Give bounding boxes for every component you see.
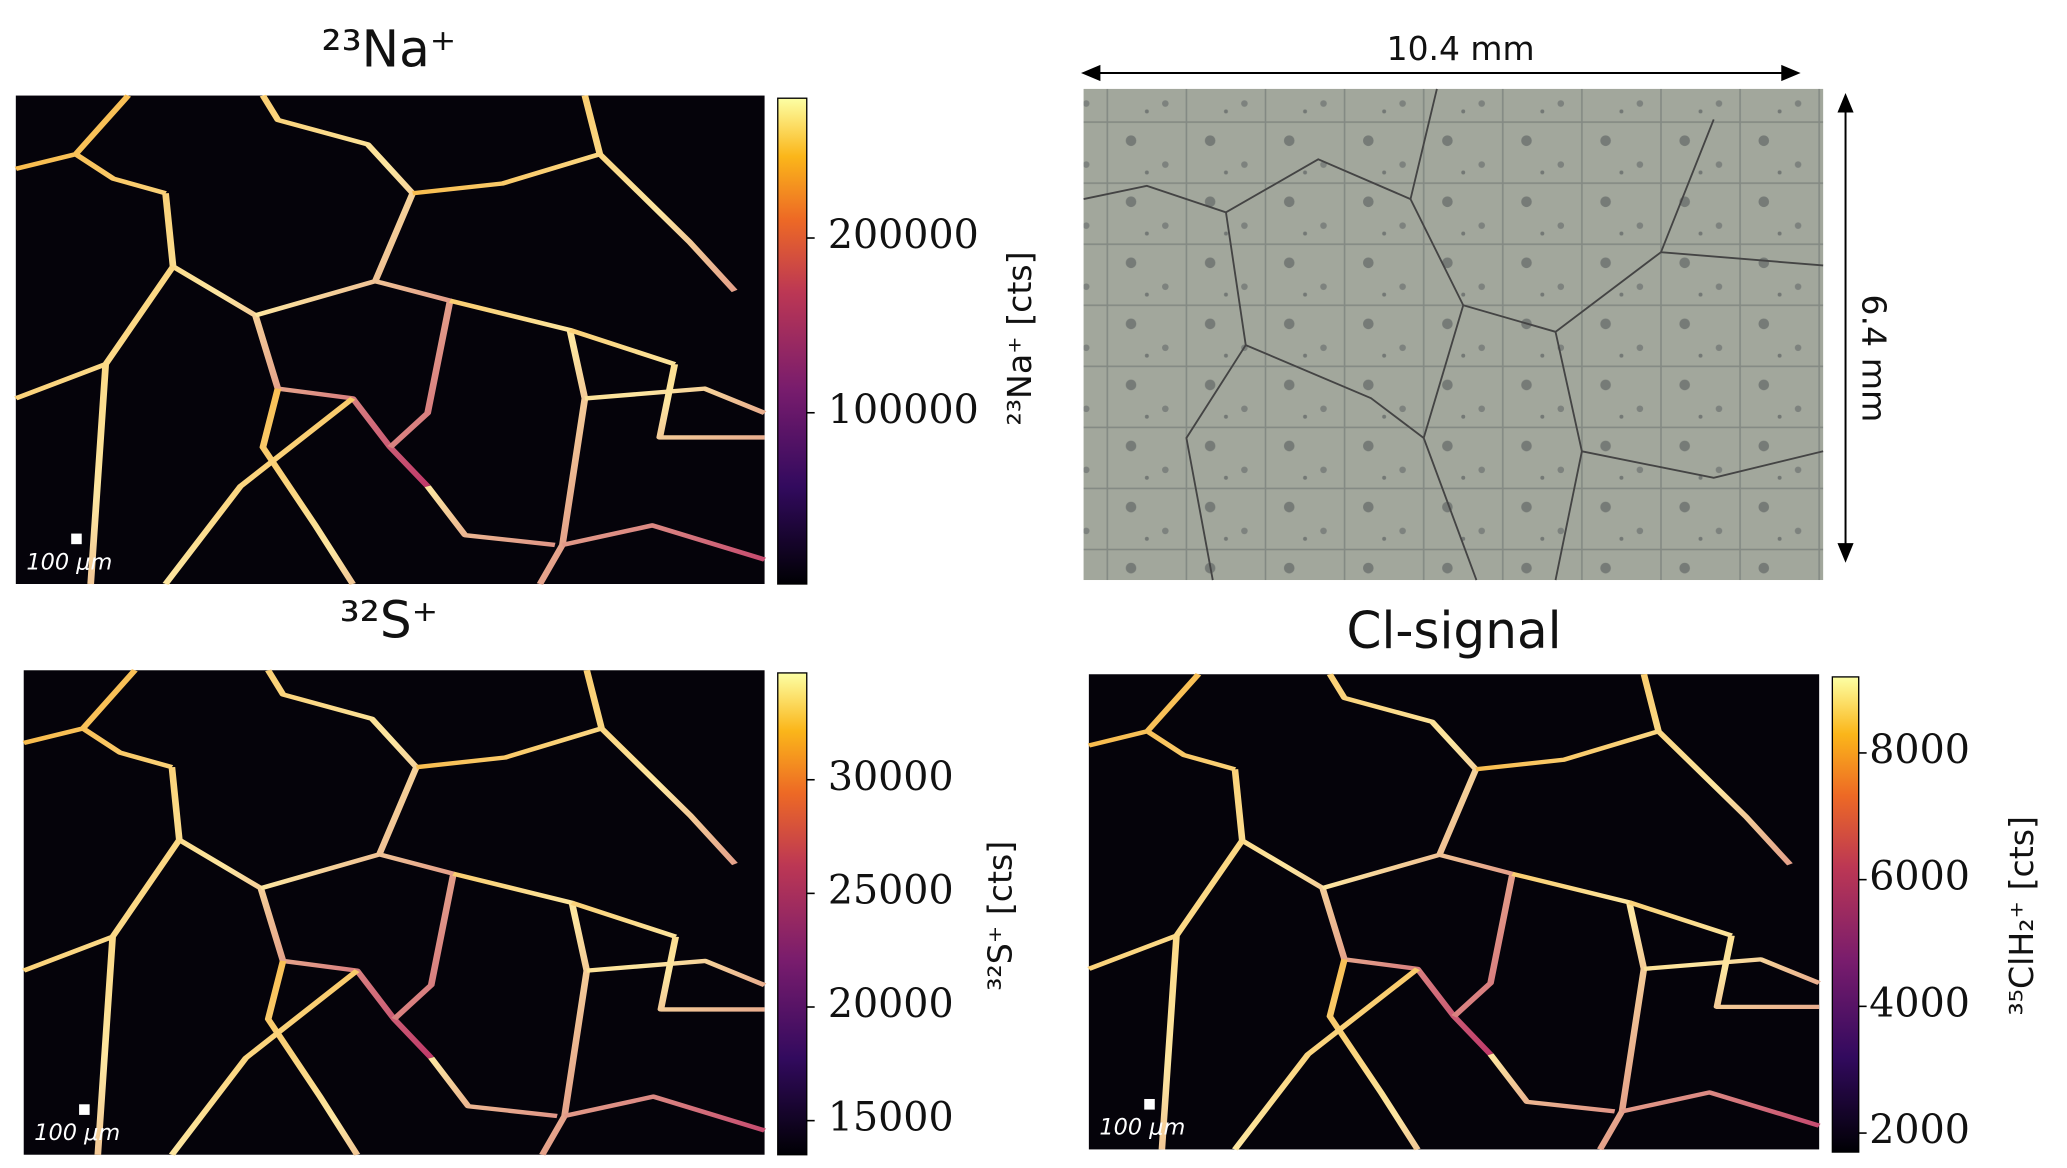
micrograph <box>1083 88 1824 581</box>
panel-title: Cl-signal <box>1346 601 1561 660</box>
colorbar <box>777 672 808 1156</box>
colorbar <box>777 97 808 585</box>
colorbar-label: ³⁵ClH₂⁺ [cts] <box>2002 816 2041 1016</box>
scale-bar <box>1144 1098 1155 1110</box>
scale-bar <box>71 533 82 545</box>
panel-title: ²³Na⁺ <box>322 19 457 78</box>
heatmap-image <box>15 95 765 585</box>
dimension-arrows <box>1081 64 1854 563</box>
colorbar-tick-label: 100000 <box>828 387 979 433</box>
heatmap-image <box>23 670 765 1155</box>
colorbar-tick-label: 25000 <box>828 867 954 913</box>
scale-bar-label: 100 μm <box>26 549 112 575</box>
height-label: 6.4 mm <box>1854 294 1893 422</box>
micrograph-cell-walls <box>1083 88 1824 581</box>
colorbar-label: ²³Na⁺ [cts] <box>1000 251 1039 425</box>
scale-bar-label: 100 μm <box>1099 1115 1185 1141</box>
colorbar-tick-label: 2000 <box>1869 1107 1970 1153</box>
heatmap-image <box>1088 674 1820 1150</box>
panel-title: ³²S⁺ <box>340 590 438 649</box>
colorbar-tick-label: 6000 <box>1869 854 1970 900</box>
colorbar-tick-label: 4000 <box>1869 980 1970 1026</box>
colorbar-tick-label: 8000 <box>1869 727 1970 773</box>
colorbar <box>1831 676 1860 1153</box>
scale-bar-label: 100 μm <box>34 1120 120 1146</box>
scale-bar <box>79 1104 90 1115</box>
width-label: 10.4 mm <box>1387 29 1535 68</box>
micrograph-tint <box>1083 88 1824 581</box>
colorbar-tick-label: 200000 <box>828 212 979 258</box>
colorbar-tick-label: 15000 <box>828 1095 954 1141</box>
colorbar-label: ³²S⁺ [cts] <box>980 841 1019 991</box>
colorbar-tick-label: 30000 <box>828 754 954 800</box>
colorbar-tick-label: 20000 <box>828 981 954 1027</box>
